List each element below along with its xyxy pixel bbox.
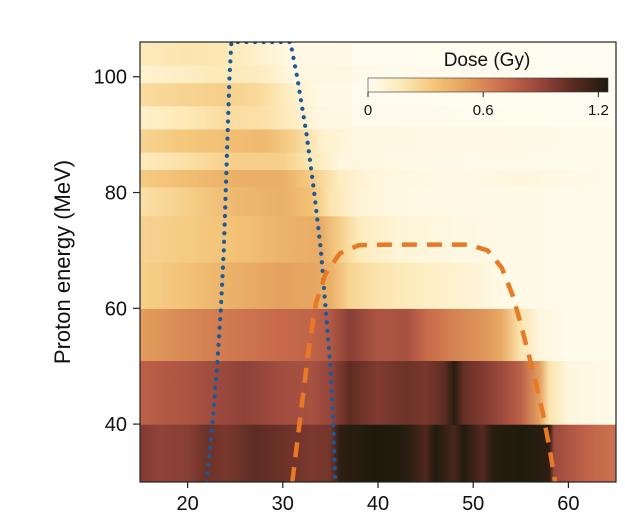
x-axis-ticks: 20 30 40 50 60	[176, 482, 580, 515]
x-tick-label: 30	[272, 493, 294, 515]
colorbar-gradient	[367, 77, 609, 93]
heatmap-band	[140, 424, 616, 482]
heatmap-bands	[140, 42, 616, 482]
colorbar-title: Dose (Gy)	[444, 50, 531, 71]
heatmap-band	[140, 186, 616, 217]
y-tick-label: 60	[105, 298, 127, 320]
x-tick-label: 40	[367, 493, 389, 515]
heatmap-band	[140, 128, 616, 153]
y-tick-label: 40	[105, 414, 127, 436]
y-tick-label: 100	[94, 67, 127, 89]
boundary-overlays	[204, 42, 558, 482]
blue-dotted-boundary	[204, 42, 338, 482]
colorbar-ticks: 0 0.6 1.2	[364, 92, 609, 119]
heatmap-band	[140, 262, 616, 309]
x-tick-label: 50	[462, 493, 484, 515]
y-axis-title: Proton energy (MeV)	[50, 160, 75, 364]
heatmap-band	[140, 308, 616, 362]
y-tick-label: 80	[105, 183, 127, 205]
colorbar-tick-label: 0.6	[473, 102, 494, 119]
heatmap-band	[140, 152, 616, 170]
heatmap-band	[140, 42, 616, 66]
orange-dashed-boundary	[290, 242, 558, 482]
colorbar-tick-label: 0	[364, 102, 372, 119]
heatmap-band	[140, 105, 616, 130]
colorbar-tick-label: 1.2	[588, 102, 609, 119]
heatmap-band	[140, 169, 616, 188]
x-tick-label: 60	[557, 493, 579, 515]
colorbar: Dose (Gy) 0 0.6 1.2	[352, 44, 614, 126]
heatmap-band	[140, 215, 616, 263]
y-axis-ticks: 40 60 80 100	[94, 67, 140, 436]
x-tick-label: 20	[176, 493, 198, 515]
